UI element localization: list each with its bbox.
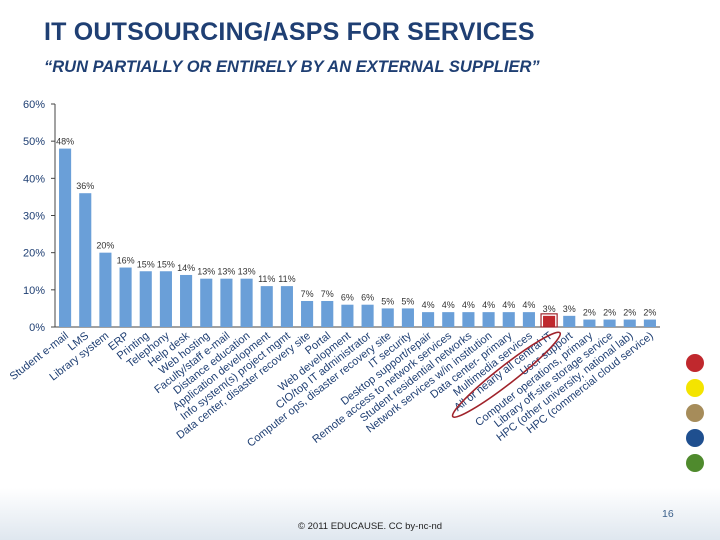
data-label: 3% <box>543 304 556 314</box>
y-tick-label: 40% <box>23 173 45 185</box>
highlight-label-ellipse <box>451 331 562 418</box>
copyright-notice: © 2011 EDUCAUSE. CC by-nc-nd <box>298 521 443 532</box>
data-label: 11% <box>258 274 275 284</box>
bar <box>361 304 374 327</box>
data-label: 4% <box>422 300 435 310</box>
bar <box>180 274 193 327</box>
bar <box>301 300 314 327</box>
data-label: 5% <box>381 296 394 306</box>
bar <box>240 278 253 327</box>
bar <box>401 308 414 327</box>
bar <box>623 319 636 327</box>
bar <box>79 193 92 327</box>
bar <box>603 319 616 327</box>
data-label: 15% <box>157 259 175 269</box>
page-title: IT OUTSOURCING/ASPS FOR SERVICES <box>44 18 535 46</box>
data-label: 11% <box>278 274 295 284</box>
color-dot <box>686 429 704 447</box>
y-tick-label: 60% <box>23 99 45 111</box>
data-label: 14% <box>177 263 195 273</box>
bar <box>543 315 556 327</box>
data-label: 6% <box>341 293 354 303</box>
bar <box>119 267 132 327</box>
data-label: 20% <box>96 241 114 251</box>
data-label: 13% <box>217 267 235 277</box>
y-tick-label: 10% <box>23 285 45 297</box>
data-label: 13% <box>197 267 215 277</box>
data-label: 7% <box>301 289 314 299</box>
bar <box>522 312 535 327</box>
color-dot <box>686 404 704 422</box>
bar <box>442 312 455 327</box>
color-dot <box>686 354 704 372</box>
bar <box>563 315 576 327</box>
data-label: 36% <box>76 181 94 191</box>
y-tick-label: 30% <box>23 211 45 223</box>
data-label: 4% <box>482 300 495 310</box>
data-label: 4% <box>462 300 475 310</box>
data-label: 15% <box>137 259 155 269</box>
data-label: 2% <box>643 308 656 318</box>
bar <box>502 312 515 327</box>
bar <box>99 252 112 327</box>
bar <box>341 304 354 327</box>
bar <box>139 271 152 327</box>
bar <box>381 308 394 327</box>
bar <box>583 319 596 327</box>
page-number: 16 <box>662 508 674 520</box>
y-tick-label: 20% <box>23 248 45 260</box>
data-label: 6% <box>361 293 374 303</box>
color-dot <box>686 379 704 397</box>
color-dot-column <box>686 354 708 479</box>
outsourcing-bar-chart: 0%10%20%30%40%50%60%48%Student e-mail36%… <box>8 99 660 450</box>
data-label: 7% <box>321 289 334 299</box>
data-label: 4% <box>442 300 455 310</box>
data-label: 2% <box>623 308 636 318</box>
bar <box>643 319 656 327</box>
highlight-bar-outline <box>540 313 558 328</box>
bar <box>220 278 233 327</box>
y-tick-label: 0% <box>29 322 45 334</box>
bar <box>159 271 172 327</box>
data-label: 4% <box>502 300 515 310</box>
data-label: 4% <box>522 300 535 310</box>
data-label: 3% <box>563 304 576 314</box>
bar <box>482 312 495 327</box>
data-label: 2% <box>603 308 616 318</box>
y-tick-label: 50% <box>23 136 45 148</box>
data-label: 13% <box>238 267 256 277</box>
footer-band <box>0 488 720 540</box>
bar <box>260 286 273 327</box>
page-subtitle: “RUN PARTIALLY OR ENTIRELY BY AN EXTERNA… <box>44 58 540 76</box>
bar <box>422 312 435 327</box>
bar <box>59 148 72 327</box>
data-label: 2% <box>583 308 596 318</box>
data-label: 16% <box>117 256 135 266</box>
data-label: 48% <box>56 137 74 147</box>
bar <box>200 278 213 327</box>
color-dot <box>686 454 704 472</box>
bar <box>280 286 293 327</box>
bar <box>321 300 334 327</box>
bar <box>462 312 475 327</box>
data-label: 5% <box>401 296 414 306</box>
